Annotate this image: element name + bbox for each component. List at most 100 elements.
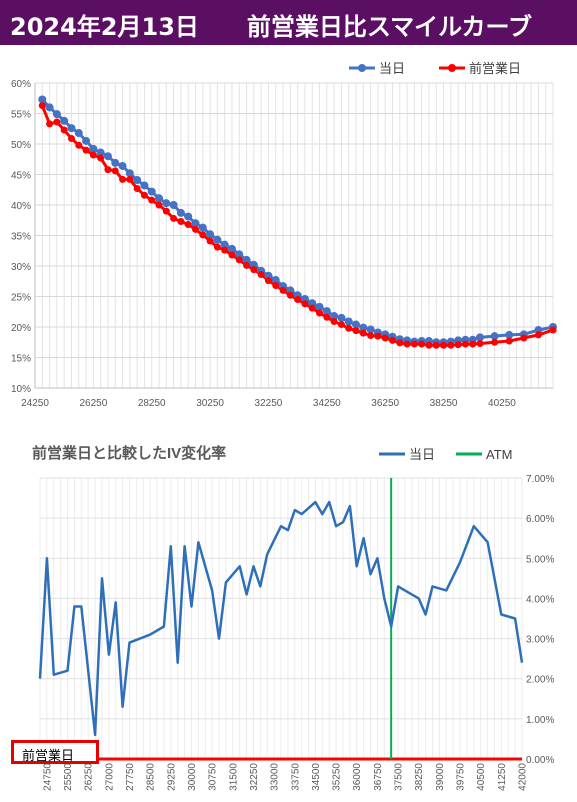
chart1-point-prev bbox=[272, 282, 280, 290]
chart1-point-prev bbox=[192, 225, 200, 233]
chart2-y-tick-label: 4.00% bbox=[526, 594, 554, 605]
chart1-point-prev bbox=[374, 332, 382, 340]
chart2-x-tick-label: 36000 bbox=[352, 763, 363, 791]
chart1-point-today bbox=[235, 250, 244, 259]
chart1-point-prev bbox=[257, 271, 265, 279]
chart1-x-tick-label: 30250 bbox=[196, 398, 224, 409]
chart1-point-prev bbox=[388, 336, 396, 344]
chart1-y-tick-label: 25% bbox=[11, 293, 31, 304]
chart1-point-today bbox=[60, 116, 69, 125]
chart1-point-prev bbox=[359, 329, 367, 337]
chart1-point-today bbox=[96, 148, 105, 157]
chart2-legend-today: 当日 bbox=[409, 447, 435, 462]
chart1-point-today bbox=[38, 95, 47, 104]
chart1-point-prev bbox=[104, 166, 112, 174]
chart1-point-prev bbox=[170, 214, 178, 222]
chart1-y-tick-label: 50% bbox=[11, 140, 31, 151]
chart1-point-prev bbox=[199, 231, 207, 239]
iv-change-chart: 前営業日と比較したIV変化率 7.00% 6.00% 5.00% 4.00% 3.00%… bbox=[32, 444, 554, 791]
chart2-x-tick-label: 27000 bbox=[104, 763, 115, 791]
chart2-y-tick-label: 0.00% bbox=[526, 755, 554, 766]
chart1-point-prev bbox=[162, 207, 170, 215]
page-title: 2024年2月13日 前営業日比スマイルカーブ bbox=[10, 13, 533, 41]
chart1-point-prev bbox=[97, 154, 105, 162]
chart2-x-tick-label: 36750 bbox=[373, 763, 384, 791]
chart1-point-prev bbox=[447, 341, 455, 349]
chart1-point-today bbox=[534, 326, 543, 335]
chart2-y-tick-label: 1.00% bbox=[526, 715, 554, 726]
chart1-point-prev bbox=[140, 191, 148, 199]
chart1-y-tick-label: 55% bbox=[11, 110, 31, 121]
chart1-series bbox=[38, 95, 557, 349]
chart2-legend-atm: ATM bbox=[486, 447, 512, 462]
chart1-point-today bbox=[191, 219, 200, 228]
chart1-point-prev bbox=[549, 326, 557, 334]
chart2-x-tick-label: 26250 bbox=[84, 763, 95, 791]
chart1-point-prev bbox=[294, 296, 302, 304]
chart1-point-prev bbox=[418, 340, 426, 348]
chart1-point-prev bbox=[316, 309, 324, 317]
chart1-point-today bbox=[52, 110, 61, 119]
chart1-point-today bbox=[505, 330, 514, 339]
chart1-point-prev bbox=[133, 185, 141, 193]
chart1-point-prev bbox=[177, 217, 185, 225]
chart1-grid bbox=[34, 82, 554, 389]
chart2-x-tick-label: 25500 bbox=[63, 763, 74, 791]
chart1-point-today bbox=[206, 230, 215, 239]
chart1-y-tick-label: 30% bbox=[11, 262, 31, 273]
chart1-point-prev bbox=[119, 175, 127, 183]
chart1-point-prev bbox=[520, 334, 528, 342]
chart1-point-today bbox=[366, 325, 375, 334]
chart2-x-tick-label: 34500 bbox=[311, 763, 322, 791]
chart1-point-today bbox=[286, 286, 295, 295]
chart1-point-today bbox=[198, 223, 207, 232]
chart2-title: 前営業日と比較したIV変化率 bbox=[32, 444, 226, 462]
chart1-point-prev bbox=[534, 331, 542, 339]
chart1-y-tick-label: 15% bbox=[11, 354, 31, 365]
prev-day-label: 前営業日 bbox=[22, 749, 75, 764]
chart1-x-tick-label: 34250 bbox=[313, 398, 341, 409]
chart1-point-prev bbox=[82, 146, 90, 154]
chart1-point-today bbox=[162, 199, 171, 208]
chart1-x-tick-label: 24250 bbox=[21, 398, 49, 409]
chart1-point-prev bbox=[345, 324, 353, 332]
chart1-point-today bbox=[490, 332, 499, 341]
chart2-x-tick-label: 39750 bbox=[456, 763, 467, 791]
chart1-point-prev bbox=[308, 304, 316, 312]
chart1-point-prev bbox=[469, 340, 477, 348]
chart1-point-prev bbox=[367, 332, 375, 340]
chart2-x-tick-label: 42000 bbox=[518, 763, 529, 791]
chart1-y-tick-label: 20% bbox=[11, 323, 31, 334]
chart1-point-today bbox=[118, 161, 127, 170]
chart1-point-today bbox=[111, 158, 120, 167]
chart1-point-prev bbox=[381, 334, 389, 342]
chart1-legend-prev: 前営業日 bbox=[469, 61, 521, 76]
chart1-point-today bbox=[103, 152, 112, 161]
chart2-x-tick-label: 38250 bbox=[414, 763, 425, 791]
chart1-point-prev bbox=[228, 251, 236, 259]
chart1-point-today bbox=[322, 307, 331, 316]
chart1-point-prev bbox=[213, 243, 221, 251]
chart1-point-prev bbox=[38, 102, 46, 110]
chart2-y-tick-label: 5.00% bbox=[526, 554, 554, 565]
prev-day-label-box: 前営業日 bbox=[11, 740, 99, 764]
chart1-legend-marker bbox=[448, 64, 456, 72]
chart2-x-tick-label: 33000 bbox=[270, 763, 281, 791]
chart1-point-prev bbox=[461, 340, 469, 348]
chart1-y-axis: 60% 55% 50% 45% 40% 35% 30% 25% 20% 15% 10% bbox=[11, 79, 31, 395]
chart1-point-today bbox=[352, 320, 361, 329]
chart2-grid bbox=[39, 477, 523, 760]
chart1-point-today bbox=[140, 181, 149, 190]
chart1-point-prev bbox=[425, 341, 433, 349]
chart1-point-prev bbox=[330, 318, 338, 326]
chart2-x-tick-label: 41250 bbox=[497, 763, 508, 791]
chart1-point-today bbox=[220, 240, 229, 249]
chart1-point-prev bbox=[148, 196, 156, 204]
chart1-point-today bbox=[74, 129, 83, 138]
chart2-y-tick-label: 6.00% bbox=[526, 514, 554, 525]
chart2-x-tick-label: 37500 bbox=[394, 763, 405, 791]
chart1-point-today bbox=[315, 302, 324, 311]
chart1-point-today bbox=[155, 194, 164, 203]
chart1-legend-today: 当日 bbox=[379, 61, 405, 76]
chart1-point-prev bbox=[111, 167, 119, 175]
